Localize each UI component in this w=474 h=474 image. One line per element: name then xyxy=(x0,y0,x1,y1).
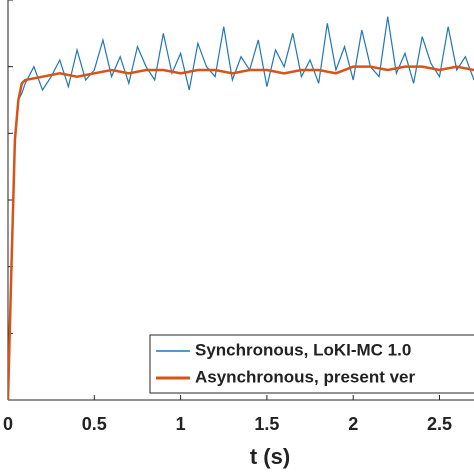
x-tick-label: 2 xyxy=(348,414,358,434)
x-tick-label: 1.5 xyxy=(254,414,279,434)
series-line xyxy=(8,65,474,400)
legend-label: Asynchronous, present ver xyxy=(195,367,416,386)
x-tick-label: 0.5 xyxy=(82,414,107,434)
plot-area xyxy=(8,16,474,400)
x-axis-label: t (s) xyxy=(250,444,290,469)
legend-box xyxy=(149,334,474,394)
x-tick-label: 2.5 xyxy=(427,414,452,434)
legend-label: Synchronous, LoKI-MC 1.0 xyxy=(195,340,411,359)
x-tick-label: 1 xyxy=(176,414,186,434)
x-tick-label: 0 xyxy=(3,414,13,434)
